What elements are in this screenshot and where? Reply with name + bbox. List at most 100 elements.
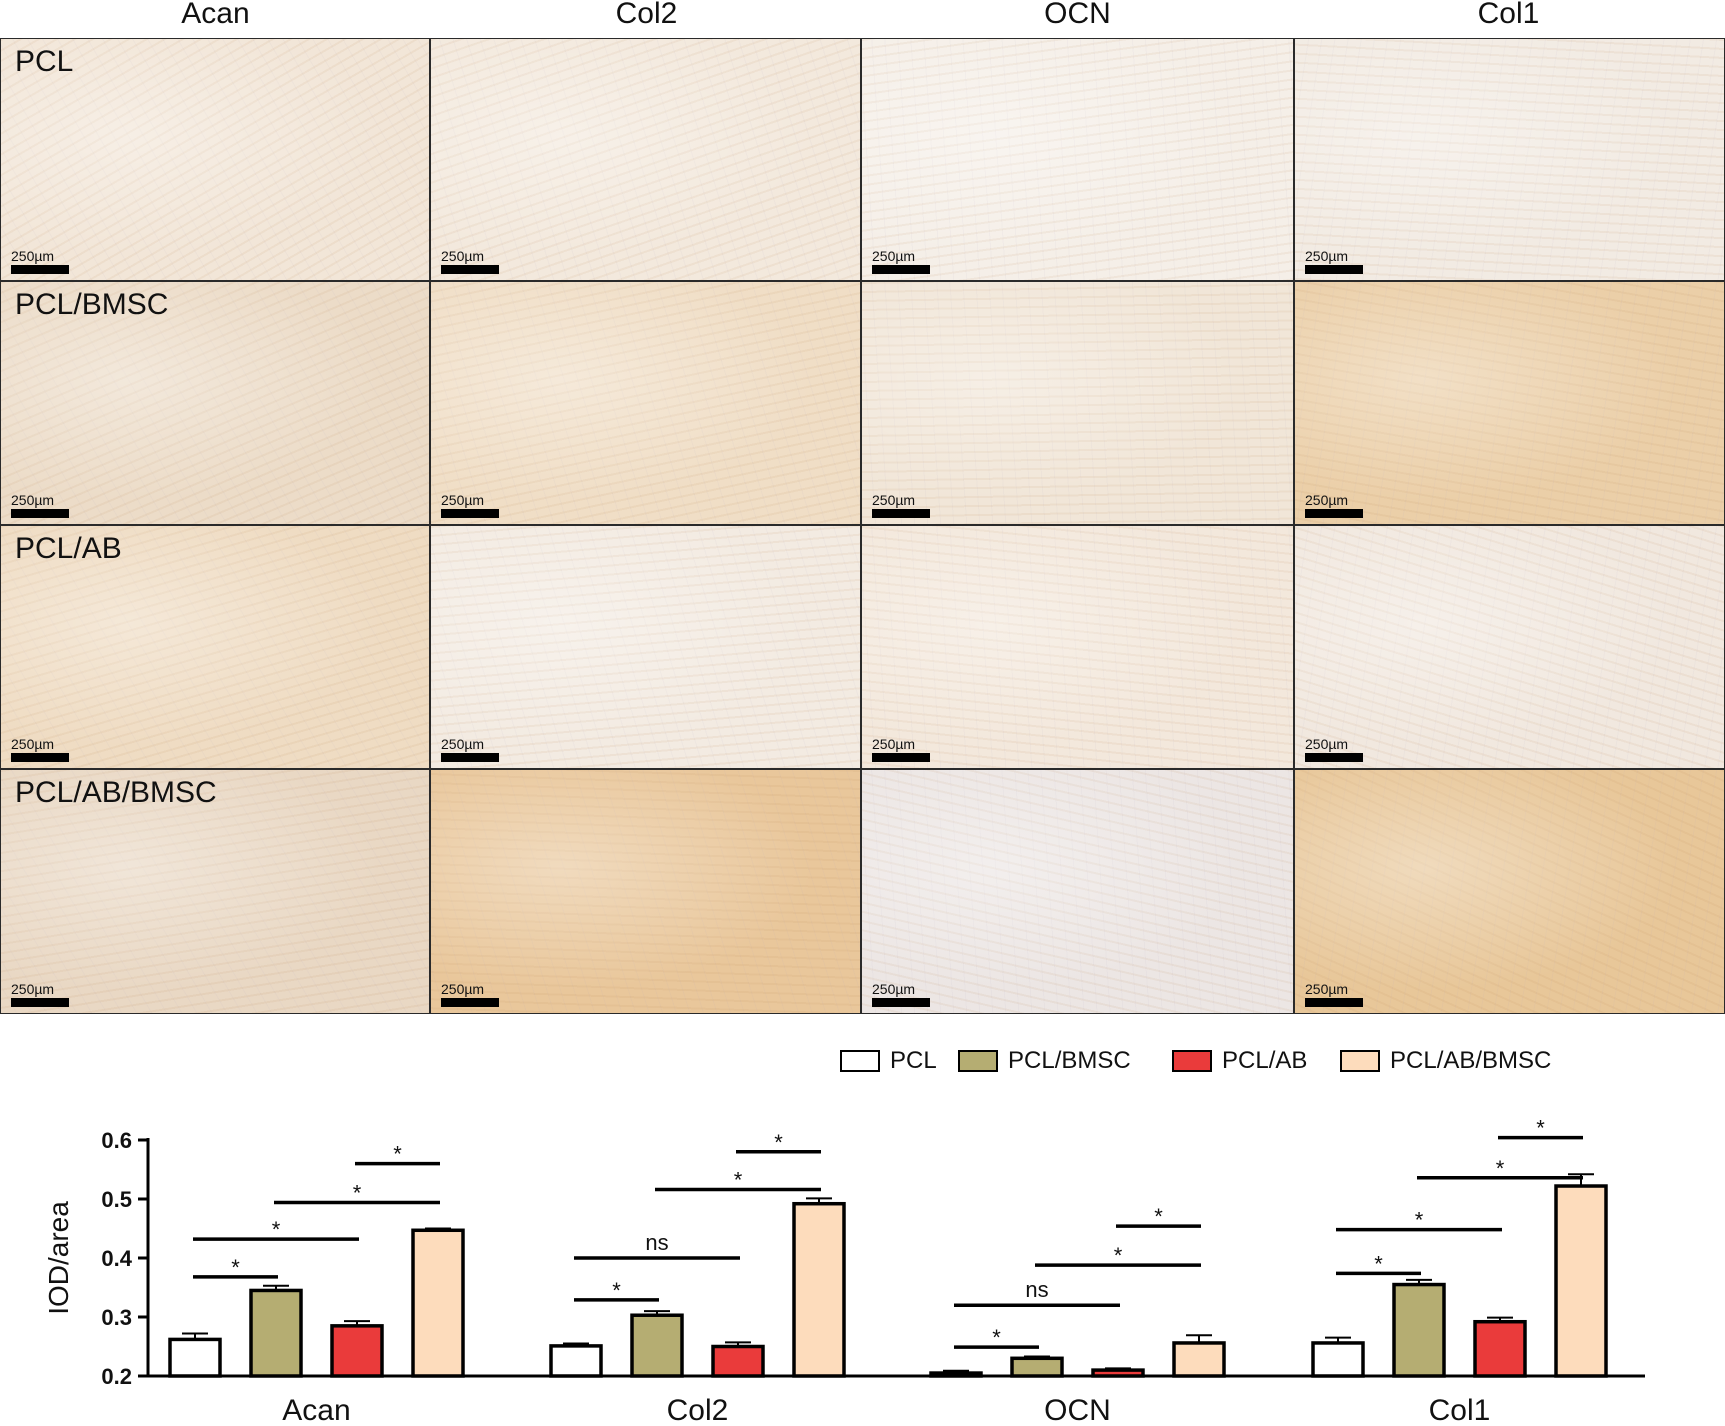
micrograph-panel: 250µm xyxy=(430,38,861,281)
scale-bar: 250µm xyxy=(872,248,930,274)
column-header-acan: Acan xyxy=(181,0,250,30)
scale-bar: 250µm xyxy=(11,492,69,518)
scale-bar-label: 250µm xyxy=(11,492,55,508)
legend-item-pcl: PCL xyxy=(840,1046,937,1076)
scale-bar: 250µm xyxy=(441,736,499,762)
bar xyxy=(549,1344,603,1378)
scale-bar-line xyxy=(11,265,69,274)
bar xyxy=(330,1324,384,1378)
scale-bar-label: 250µm xyxy=(441,736,485,752)
scale-bar: 250µm xyxy=(872,492,930,518)
scale-bar: 250µm xyxy=(1305,736,1363,762)
scale-bar-label: 250µm xyxy=(11,981,55,997)
y-axis-label: IOD/area xyxy=(43,1201,74,1315)
significance-label: * xyxy=(393,1142,402,1167)
scale-bar-line xyxy=(872,998,930,1007)
column-header-col1: Col1 xyxy=(1477,0,1540,30)
y-tick-label: 0.5 xyxy=(101,1187,132,1212)
x-category-label: Acan xyxy=(282,1394,350,1426)
micrograph-panel: PCL/BMSC 250µm xyxy=(0,281,430,525)
y-tick-label: 0.3 xyxy=(101,1305,132,1330)
micrograph-panel: PCL/AB/BMSC 250µm xyxy=(0,769,430,1014)
significance-label: * xyxy=(1374,1251,1383,1276)
column-header-col2: Col2 xyxy=(615,0,678,30)
micrograph-panel: 250µm xyxy=(861,38,1294,281)
scale-bar-line xyxy=(441,753,499,762)
micrograph-panel: 250µm xyxy=(861,281,1294,525)
scale-bar: 250µm xyxy=(11,736,69,762)
micrograph-panel: 250µm xyxy=(861,769,1294,1014)
scale-bar-label: 250µm xyxy=(1305,492,1349,508)
significance-label: * xyxy=(612,1278,621,1303)
scale-bar: 250µm xyxy=(872,736,930,762)
bar xyxy=(1091,1368,1145,1378)
scale-bar-label: 250µm xyxy=(1305,981,1349,997)
bar xyxy=(1010,1356,1064,1378)
scale-bar-line xyxy=(1305,265,1363,274)
scale-bar: 250µm xyxy=(441,492,499,518)
significance-label: ns xyxy=(1025,1277,1048,1302)
y-tick-label: 0.4 xyxy=(101,1246,132,1271)
scale-bar: 250µm xyxy=(1305,248,1363,274)
bar xyxy=(1473,1319,1527,1378)
scale-bar-line xyxy=(1305,753,1363,762)
scale-bar-line xyxy=(872,753,930,762)
scale-bar-line xyxy=(11,998,69,1007)
scale-bar-line xyxy=(11,753,69,762)
legend-label: PCL/AB xyxy=(1222,1047,1308,1074)
y-tick-label: 0.2 xyxy=(101,1364,132,1389)
scale-bar-label: 250µm xyxy=(872,248,916,264)
significance-label: * xyxy=(1536,1116,1545,1141)
legend-swatch xyxy=(1172,1050,1212,1072)
row-label: PCL/BMSC xyxy=(15,288,169,321)
scale-bar: 250µm xyxy=(441,981,499,1007)
legend-swatch xyxy=(1340,1050,1380,1072)
micrograph-panel: 250µm xyxy=(1294,769,1725,1014)
bar xyxy=(1392,1282,1446,1378)
scale-bar-label: 250µm xyxy=(1305,736,1349,752)
micrograph-panel: 250µm xyxy=(1294,281,1725,525)
micrograph-panel: PCL/AB 250µm xyxy=(0,525,430,769)
scale-bar: 250µm xyxy=(872,981,930,1007)
scale-bar-label: 250µm xyxy=(872,736,916,752)
scale-bar-line xyxy=(441,998,499,1007)
column-header-ocn: OCN xyxy=(1044,0,1111,30)
scale-bar-label: 250µm xyxy=(441,981,485,997)
row-label: PCL xyxy=(15,45,74,78)
scale-bar-line xyxy=(441,265,499,274)
micrograph-grid: PCL 250µm 250µm 250µm 250µm PCL/BMSC 250µm 250µ… xyxy=(0,38,1725,1014)
legend-item-pcl-ab-bmsc: PCL/AB/BMSC xyxy=(1340,1046,1551,1076)
bar xyxy=(929,1371,983,1378)
significance-label: * xyxy=(1114,1243,1123,1268)
x-category-label: OCN xyxy=(1044,1394,1111,1426)
row-label: PCL/AB xyxy=(15,532,122,565)
micrograph-panel: 250µm xyxy=(430,769,861,1014)
bar xyxy=(711,1344,765,1378)
row-label: PCL/AB/BMSC xyxy=(15,776,217,809)
significance-label: * xyxy=(1154,1204,1163,1229)
legend-swatch xyxy=(958,1050,998,1072)
legend-label: PCL/AB/BMSC xyxy=(1390,1047,1552,1074)
scale-bar-line xyxy=(872,265,930,274)
y-tick-label: 0.6 xyxy=(101,1128,132,1153)
scale-bar-line xyxy=(1305,509,1363,518)
scale-bar-line xyxy=(441,509,499,518)
micrograph-panel: 250µm xyxy=(430,525,861,769)
scale-bar: 250µm xyxy=(1305,981,1363,1007)
scale-bar: 250µm xyxy=(1305,492,1363,518)
micrograph-panel: 250µm xyxy=(1294,525,1725,769)
significance-label: * xyxy=(734,1168,743,1193)
legend-swatch xyxy=(840,1050,880,1072)
bar xyxy=(411,1228,465,1378)
scale-bar-label: 250µm xyxy=(441,492,485,508)
scale-bar-label: 250µm xyxy=(872,492,916,508)
legend-item-pcl-bmsc: PCL/BMSC xyxy=(958,1046,1131,1076)
scale-bar-label: 250µm xyxy=(11,248,55,264)
iod-bar-chart: 0.2 0.3 0.4 0.5 0.6 IOD/area Acan Col2 OCN Col1 * *… xyxy=(43,1116,1645,1426)
scale-bar-line xyxy=(11,509,69,518)
significance-label: ns xyxy=(645,1230,668,1255)
bar xyxy=(1311,1341,1365,1378)
bar xyxy=(1554,1184,1608,1378)
bar xyxy=(249,1288,303,1378)
legend-label: PCL/BMSC xyxy=(1008,1047,1131,1074)
